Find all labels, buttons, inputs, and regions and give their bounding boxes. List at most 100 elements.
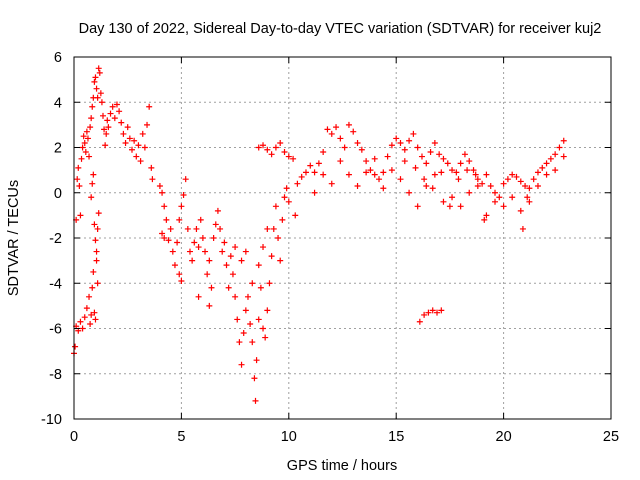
data-point: [333, 124, 340, 131]
data-point: [99, 112, 106, 119]
data-point: [534, 169, 541, 176]
data-point: [388, 167, 395, 174]
data-point: [98, 99, 105, 106]
data-point: [483, 171, 490, 178]
data-point: [255, 316, 262, 323]
data-point: [111, 115, 118, 122]
data-point: [302, 169, 309, 176]
data-point: [178, 277, 185, 284]
data-point: [102, 142, 109, 149]
data-point: [212, 221, 219, 228]
data-point: [206, 257, 213, 264]
data-point: [197, 216, 204, 223]
data-point: [526, 198, 533, 205]
data-point: [81, 139, 88, 146]
data-point: [429, 307, 436, 314]
y-tick-label: 6: [54, 50, 62, 66]
data-point: [440, 155, 447, 162]
data-point: [552, 167, 559, 174]
data-point: [363, 158, 370, 165]
data-point: [272, 144, 279, 151]
data-point: [281, 149, 288, 156]
data-point: [109, 103, 116, 110]
data-point: [384, 153, 391, 160]
data-point: [87, 124, 94, 131]
data-point: [195, 293, 202, 300]
data-point: [120, 130, 127, 137]
data-point: [264, 307, 271, 314]
x-tick-label: 20: [496, 429, 512, 445]
data-point: [358, 146, 365, 153]
data-point: [78, 155, 85, 162]
data-point: [464, 167, 471, 174]
data-point: [126, 135, 133, 142]
data-point: [440, 198, 447, 205]
data-point: [337, 158, 344, 165]
data-point: [189, 257, 196, 264]
data-point: [204, 271, 211, 278]
data-point: [79, 325, 86, 332]
data-point: [223, 262, 230, 269]
data-point: [509, 171, 516, 178]
data-point: [268, 253, 275, 260]
data-point: [281, 194, 288, 201]
y-axis-label: SDTVAR / TECUs: [6, 180, 22, 296]
data-point: [492, 198, 499, 205]
data-point: [206, 302, 213, 309]
data-point: [457, 203, 464, 210]
data-point: [238, 257, 245, 264]
data-point: [159, 230, 166, 237]
data-point: [266, 280, 273, 287]
data-point: [547, 155, 554, 162]
data-point: [247, 320, 254, 327]
data-point: [298, 173, 305, 180]
data-point: [412, 164, 419, 171]
data-point: [88, 194, 95, 201]
data-point: [146, 103, 153, 110]
data-point: [421, 311, 428, 318]
data-point: [388, 142, 395, 149]
data-point: [238, 361, 245, 368]
data-point: [74, 176, 81, 183]
data-point: [560, 153, 567, 160]
data-point: [315, 160, 322, 167]
data-point: [214, 207, 221, 214]
data-point: [543, 160, 550, 167]
data-point: [552, 151, 559, 158]
data-point: [95, 210, 102, 217]
data-point: [139, 130, 146, 137]
data-point: [89, 284, 96, 291]
data-point: [526, 185, 533, 192]
data-point: [457, 160, 464, 167]
data-point: [92, 74, 99, 81]
x-tick-label: 15: [388, 429, 404, 445]
data-point: [208, 284, 215, 291]
data-point: [135, 142, 142, 149]
data-point: [371, 171, 378, 178]
data-point: [270, 225, 277, 232]
data-point: [345, 171, 352, 178]
data-point: [436, 151, 443, 158]
data-point: [94, 280, 101, 287]
data-point: [171, 262, 178, 269]
data-point: [88, 311, 95, 318]
grid-lines: [74, 57, 611, 419]
data-point: [414, 144, 421, 151]
data-point: [438, 307, 445, 314]
data-point: [285, 198, 292, 205]
data-point: [418, 153, 425, 160]
data-point: [354, 139, 361, 146]
data-point: [229, 271, 236, 278]
data-point: [83, 128, 90, 135]
data-point: [107, 110, 114, 117]
data-point: [96, 69, 103, 76]
y-tick-label: -8: [49, 367, 62, 383]
data-point: [260, 325, 267, 332]
data-point: [337, 135, 344, 142]
data-point: [86, 153, 93, 160]
data-point: [320, 171, 327, 178]
data-point: [285, 153, 292, 160]
data-point: [131, 137, 138, 144]
data-point: [257, 284, 264, 291]
data-point: [461, 151, 468, 158]
